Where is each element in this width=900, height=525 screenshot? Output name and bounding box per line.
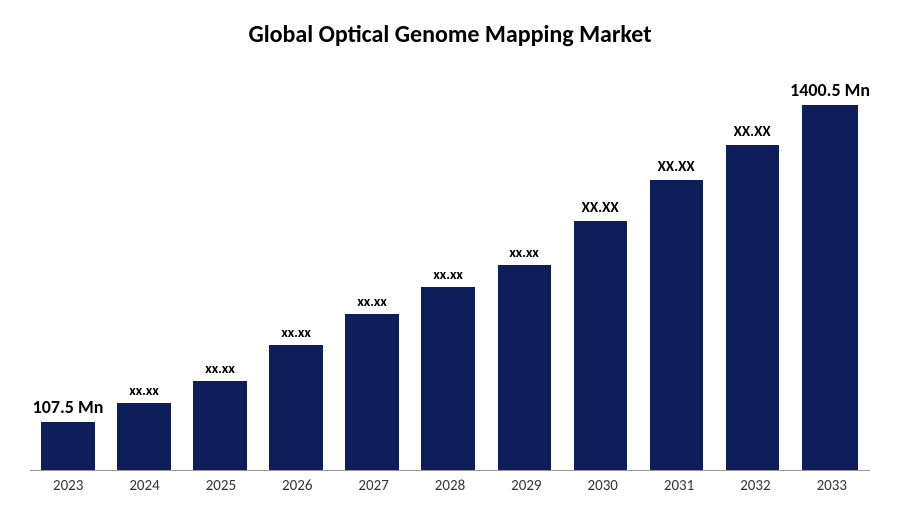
chart-container: Global Optical Genome Mapping Market 107… xyxy=(0,0,900,525)
x-tick-label: 2027 xyxy=(335,477,411,495)
bar-value-label: xx.xx xyxy=(357,293,386,310)
chart-title: Global Optical Genome Mapping Market xyxy=(30,20,870,49)
bar xyxy=(117,403,170,470)
bar-slot: xx.xx xyxy=(334,69,410,470)
x-tick-label: 2033 xyxy=(794,477,870,495)
bar-slot: XX.XX xyxy=(562,69,638,470)
x-tick-label: 2026 xyxy=(259,477,335,495)
bar-value-label: 107.5 Mn xyxy=(33,396,104,418)
x-tick-label: 2030 xyxy=(565,477,641,495)
bar-value-label: xx.xx xyxy=(433,266,462,283)
bar xyxy=(498,265,551,470)
bar xyxy=(421,287,474,470)
x-tick-label: 2024 xyxy=(106,477,182,495)
bar xyxy=(802,105,858,470)
x-tick-label: 2023 xyxy=(30,477,106,495)
bar-value-label: XX.XX xyxy=(658,158,695,176)
bar-value-label: XX.XX xyxy=(582,199,619,217)
bar-slot: 1400.5 Mn xyxy=(790,69,870,470)
bar-value-label: 1400.5 Mn xyxy=(790,79,870,101)
bar xyxy=(193,381,246,470)
bar-slot: 107.5 Mn xyxy=(30,69,106,470)
bar-slot: XX.XX xyxy=(714,69,790,470)
bars-wrap: 107.5 Mn xx.xx xx.xx xx.xx xx.xx xx.xx xx.xx XX… xyxy=(30,69,870,471)
bar-slot: xx.xx xyxy=(106,69,182,470)
bar-slot: xx.xx xyxy=(182,69,258,470)
chart-area: 107.5 Mn xx.xx xx.xx xx.xx xx.xx xx.xx xx.xx XX… xyxy=(30,69,870,495)
bar-value-label: xx.xx xyxy=(129,382,158,399)
bar-value-label: xx.xx xyxy=(205,360,234,377)
bar xyxy=(726,145,779,470)
bar-slot: XX.XX xyxy=(638,69,714,470)
bar xyxy=(269,345,322,470)
bar-slot: xx.xx xyxy=(258,69,334,470)
bar xyxy=(41,422,94,470)
bar-value-label: xx.xx xyxy=(509,244,538,261)
bar xyxy=(650,180,703,470)
bar xyxy=(574,221,627,471)
x-tick-label: 2031 xyxy=(641,477,717,495)
bar-value-label: XX.XX xyxy=(734,123,771,141)
x-tick-label: 2025 xyxy=(183,477,259,495)
x-tick-label: 2029 xyxy=(488,477,564,495)
x-axis: 2023202420252026202720282029203020312032… xyxy=(30,477,870,495)
bar-slot: xx.xx xyxy=(486,69,562,470)
x-tick-label: 2032 xyxy=(717,477,793,495)
bar xyxy=(345,314,398,470)
bar-value-label: xx.xx xyxy=(281,324,310,341)
bar-slot: xx.xx xyxy=(410,69,486,470)
x-tick-label: 2028 xyxy=(412,477,488,495)
